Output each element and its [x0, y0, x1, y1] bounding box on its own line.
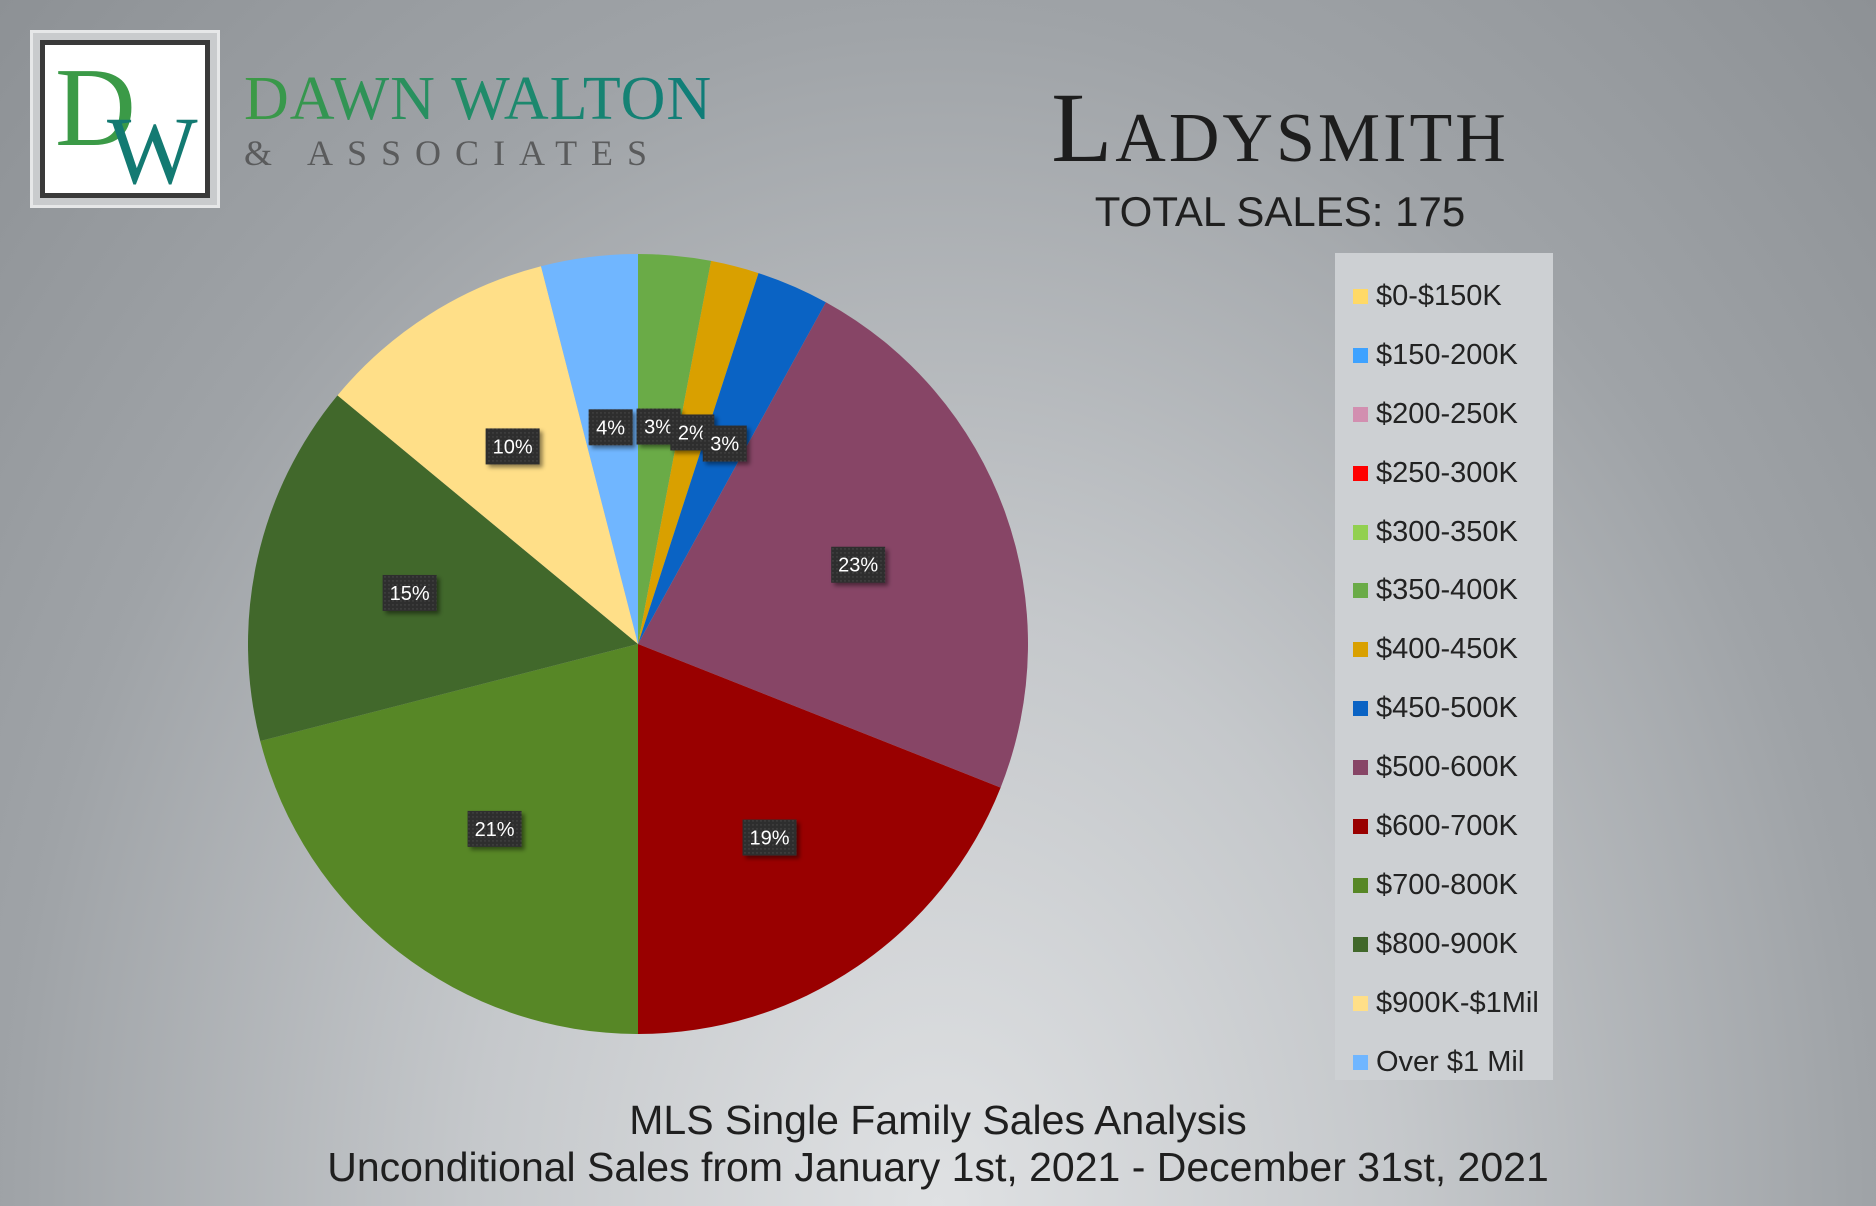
legend-item-200-250k: $200-250K	[1335, 385, 1553, 444]
brand-subtitle: & ASSOCIATES	[244, 133, 662, 173]
legend-swatch	[1353, 583, 1368, 599]
legend-swatch	[1353, 642, 1368, 658]
svg-text:15%: 15%	[390, 583, 430, 605]
legend-item-400-450k: $400-450K	[1335, 620, 1553, 679]
legend-label: $0-$150K	[1376, 279, 1502, 312]
svg-text:19%: 19%	[750, 828, 790, 850]
svg-text:23%: 23%	[838, 555, 878, 577]
legend-label: $250-300K	[1376, 456, 1518, 489]
legend-swatch	[1353, 465, 1368, 481]
legend-label: $900K-$1Mil	[1376, 986, 1539, 1019]
data-label-900k-1mil: 10%	[485, 428, 540, 465]
footer-line-2: Unconditional Sales from January 1st, 20…	[327, 1144, 1549, 1190]
legend-item-600-700k: $600-700K	[1335, 797, 1553, 856]
data-label-500-600k: 23%	[831, 546, 886, 583]
legend-item-over-1-mil: Over $1 Mil	[1335, 1033, 1553, 1092]
legend-item-700-800k: $700-800K	[1335, 856, 1553, 915]
page-title: Ladysmith	[1051, 72, 1509, 183]
svg-text:21%: 21%	[475, 819, 515, 841]
legend-swatch	[1353, 701, 1368, 717]
pie-slice-700-800k	[260, 644, 638, 1034]
pie-slice-800-900k	[247, 395, 638, 741]
legend-swatch	[1353, 818, 1368, 834]
legend-item-450-500k: $450-500K	[1335, 679, 1553, 738]
svg-text:10%: 10%	[493, 436, 533, 458]
brand-name: DAWN WALTON	[244, 65, 713, 133]
legend-item-0-150k: $0-$150K	[1335, 267, 1553, 326]
data-label-600-700k: 19%	[742, 819, 797, 856]
legend-swatch	[1353, 877, 1368, 893]
pie-slice-500-600k	[638, 302, 1029, 788]
data-label-over-1-mil: 4%	[588, 409, 633, 446]
svg-text:W: W	[107, 97, 198, 193]
brand-wordmark: DAWN WALTON & ASSOCIATES	[244, 68, 712, 174]
legend-swatch	[1353, 995, 1368, 1011]
total-sales: TOTAL SALES: 175	[1094, 188, 1466, 235]
legend-label: $200-250K	[1376, 397, 1518, 430]
legend-swatch	[1353, 760, 1368, 776]
brand-logo: D W	[30, 30, 220, 208]
svg-text:4%: 4%	[596, 417, 625, 439]
svg-text:3%: 3%	[644, 417, 673, 439]
data-label-700-800k: 21%	[467, 810, 522, 847]
chart-legend: $0-$150K $150-200K $200-250K $250-300K $300-…	[1335, 253, 1553, 1080]
logo-frame: D W	[40, 40, 210, 198]
dw-monogram-icon: D W	[55, 46, 198, 193]
legend-label: $500-600K	[1376, 751, 1518, 784]
legend-label: $300-350K	[1376, 515, 1518, 548]
legend-swatch	[1353, 936, 1368, 952]
legend-item-900k-1mil: $900K-$1Mil	[1335, 974, 1553, 1033]
svg-text:3%: 3%	[710, 434, 739, 456]
legend-label: $400-450K	[1376, 633, 1518, 666]
svg-text:D: D	[55, 46, 136, 170]
pie-slice-400-450k	[638, 260, 759, 644]
legend-label: $700-800K	[1376, 868, 1518, 901]
footer-line-1: MLS Single Family Sales Analysis	[629, 1097, 1247, 1143]
legend-swatch	[1353, 1054, 1368, 1070]
legend-item-250-300k: $250-300K	[1335, 444, 1553, 503]
data-label-450-500k: 3%	[702, 425, 747, 462]
legend-swatch	[1353, 347, 1368, 363]
legend-item-500-600k: $500-600K	[1335, 738, 1553, 797]
pie-slice-over-1-mil	[541, 254, 638, 644]
svg-text:2%: 2%	[678, 422, 707, 444]
legend-item-150-200k: $150-200K	[1335, 326, 1553, 385]
legend-label: $450-500K	[1376, 692, 1518, 725]
legend-item-800-900k: $800-900K	[1335, 915, 1553, 974]
legend-item-350-400k: $350-400K	[1335, 561, 1553, 620]
legend-label: $600-700K	[1376, 809, 1518, 842]
legend-label: $350-400K	[1376, 574, 1518, 607]
legend-item-300-350k: $300-350K	[1335, 503, 1553, 562]
legend-swatch	[1353, 288, 1368, 304]
data-label-800-900k: 15%	[382, 574, 437, 611]
legend-swatch	[1353, 524, 1368, 540]
legend-label: $150-200K	[1376, 338, 1518, 371]
legend-swatch	[1353, 406, 1368, 422]
legend-label: $800-900K	[1376, 927, 1518, 960]
pie-slice-600-700k	[638, 644, 1001, 1034]
legend-label: Over $1 Mil	[1376, 1045, 1525, 1078]
